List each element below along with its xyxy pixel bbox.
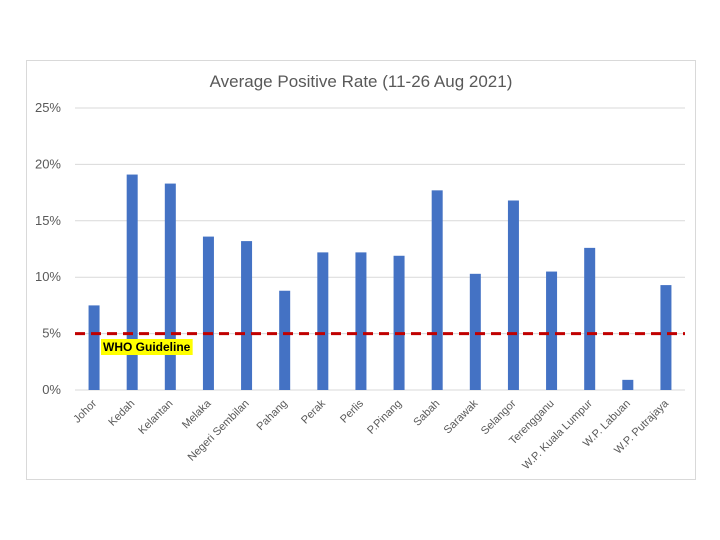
chart-frame: Average Positive Rate (11-26 Aug 2021) 0… xyxy=(26,60,696,480)
bar-pahang xyxy=(279,290,291,390)
y-tick-label: 25% xyxy=(35,100,61,115)
bar-w-p-labuan xyxy=(622,379,634,390)
x-tick-label: Sarawak xyxy=(442,397,481,436)
x-tick-label: Selangor xyxy=(479,397,519,437)
x-tick-label: Perak xyxy=(299,397,328,426)
bar-kelantan xyxy=(164,183,176,390)
bar-selangor xyxy=(507,200,519,390)
y-tick-label: 10% xyxy=(35,269,61,284)
bar-sarawak xyxy=(469,273,481,390)
bar-w-p-kuala-lumpur xyxy=(584,247,596,390)
x-tick-label: Perlis xyxy=(338,397,366,425)
y-tick-label: 15% xyxy=(35,213,61,228)
x-tick-label: Melaka xyxy=(180,397,214,431)
bar-perlis xyxy=(355,252,367,390)
bar-kedah xyxy=(126,174,138,390)
bar-w-p-putrajaya xyxy=(660,285,672,390)
bar-negeri-sembilan xyxy=(241,241,253,390)
x-tick-label: W.P. Kuala Lumpur xyxy=(520,397,595,472)
reference-line-group: WHO Guideline xyxy=(75,332,685,355)
x-tick-label: Kelantan xyxy=(136,398,175,437)
bar-terengganu xyxy=(546,271,558,390)
x-tick-label: Kedah xyxy=(106,398,137,429)
bar-perak xyxy=(317,252,329,390)
bar-melaka xyxy=(202,236,214,390)
y-tick-label: 20% xyxy=(35,156,61,171)
x-tick-label: P.Pinang xyxy=(365,398,404,437)
chart-title: Average Positive Rate (11-26 Aug 2021) xyxy=(210,72,513,91)
bar-chart: Average Positive Rate (11-26 Aug 2021) 0… xyxy=(35,72,685,472)
x-tick-label: Pahang xyxy=(254,398,289,433)
x-tick-label: Sabah xyxy=(411,398,442,429)
who-guideline-label-bg xyxy=(101,339,193,355)
bar-johor xyxy=(88,305,100,390)
y-tick-label: 5% xyxy=(42,326,61,341)
x-tick-label: Johor xyxy=(71,397,99,425)
bar-p-pinang xyxy=(393,255,405,390)
y-tick-label: 0% xyxy=(42,382,61,397)
bars xyxy=(88,174,672,390)
who-guideline-label: WHO Guideline xyxy=(103,340,191,354)
bar-sabah xyxy=(431,190,443,390)
y-axis-ticks: 0% 5% 10% 15% 20% 25% xyxy=(35,100,61,397)
